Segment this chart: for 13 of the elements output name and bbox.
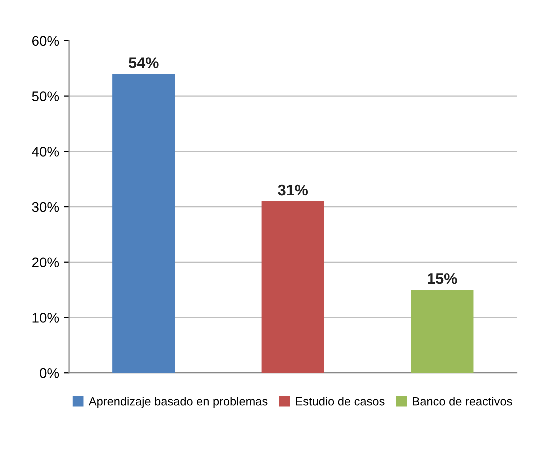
data-label: 54% <box>129 58 159 68</box>
legend-label: Aprendizaje basado en problemas <box>88 397 268 408</box>
y-tick-label: 60% <box>32 36 60 46</box>
y-tick-label: 30% <box>32 202 60 212</box>
data-label: 15% <box>428 273 458 284</box>
y-tick-label: 20% <box>32 258 60 268</box>
y-tick-label: 40% <box>32 147 60 157</box>
legend-label: Banco de reactivos <box>413 397 512 406</box>
data-label: 31% <box>278 184 308 196</box>
y-tick-label: 0% <box>40 368 60 378</box>
y-tick-label: 50% <box>32 92 60 102</box>
y-tick-label: 10% <box>32 313 60 323</box>
legend-label: Estudio de casos <box>296 397 385 406</box>
